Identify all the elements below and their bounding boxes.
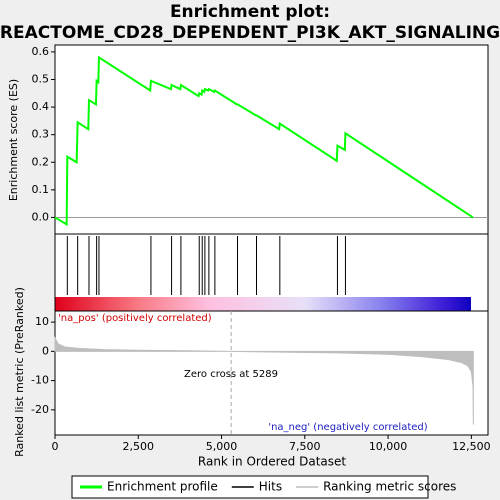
- es-line: [54, 55, 474, 227]
- x-tick-label: 7,500: [289, 440, 321, 453]
- annotation: 'na_neg' (negatively correlated): [268, 422, 427, 433]
- y-axis-label: Ranked list metric (PreRanked): [13, 287, 26, 457]
- plot-bg: [55, 45, 488, 435]
- y-tick-label: -10: [31, 374, 49, 387]
- y-tick-label: 0.4: [32, 100, 50, 113]
- x-tick-label: 2,500: [123, 440, 155, 453]
- metric-area: [54, 336, 474, 425]
- y-tick-label: 0.2: [32, 155, 50, 168]
- legend-label: Ranking metric scores: [323, 480, 456, 494]
- x-tick-label: 0: [52, 440, 59, 453]
- y-tick-label: 0: [42, 344, 49, 357]
- x-tick-label: 12,500: [452, 440, 491, 453]
- color-bar: [55, 297, 471, 311]
- x-tick-label: 10,000: [369, 440, 408, 453]
- frame: [54, 310, 489, 436]
- annotation: 'na_pos' (positively correlated): [58, 313, 212, 324]
- y-tick-label: 0.1: [32, 183, 50, 196]
- y-tick-label: 10: [35, 315, 49, 328]
- x-tick-label: 5,000: [206, 440, 238, 453]
- y-axis-label: Enrichment score (ES): [7, 79, 20, 201]
- y-tick-label: 0.0: [32, 210, 50, 223]
- y-tick-label: 0.5: [32, 72, 50, 85]
- y-tick-label: -20: [31, 403, 49, 416]
- chart-subtitle: REACTOME_CD28_DEPENDENT_PI3K_AKT_SIGNALI…: [0, 23, 500, 43]
- annotation: Zero cross at 5289: [184, 369, 278, 380]
- y-tick-label: 0.3: [32, 128, 50, 141]
- legend-label: Enrichment profile: [107, 480, 218, 494]
- x-axis-label: Rank in Ordered Dataset: [198, 455, 346, 469]
- legend-label: Hits: [259, 480, 282, 494]
- y-tick-label: 0.6: [32, 45, 50, 58]
- chart-title: Enrichment plot:: [170, 2, 330, 22]
